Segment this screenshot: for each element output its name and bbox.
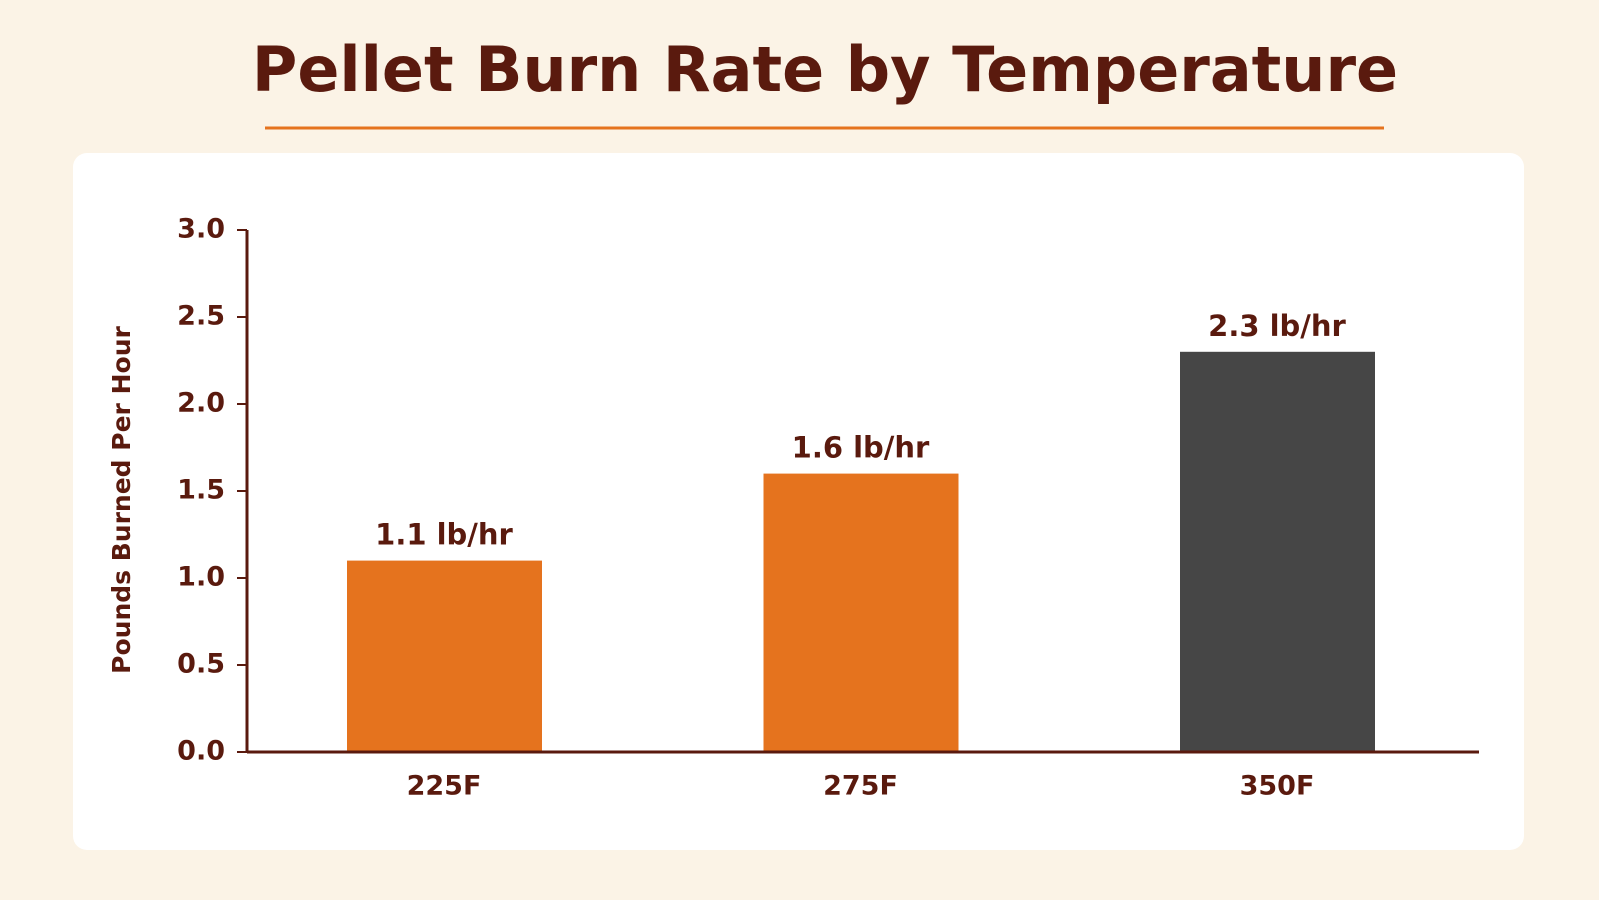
y-tick-label: 2.0 xyxy=(177,388,225,419)
y-axis-label: Pounds Burned Per Hour xyxy=(107,326,136,674)
chart-title: Pellet Burn Rate by Temperature xyxy=(252,33,1398,106)
bar xyxy=(347,560,542,752)
bar xyxy=(1180,351,1375,752)
value-label: 1.1 lb/hr xyxy=(375,518,513,552)
value-label: 1.6 lb/hr xyxy=(792,431,930,465)
x-tick-label: 225F xyxy=(407,771,482,802)
x-tick-label: 350F xyxy=(1240,771,1315,802)
y-tick-label: 3.0 xyxy=(177,214,225,245)
y-tick-label: 0.0 xyxy=(177,736,225,767)
x-tick-label: 275F xyxy=(823,771,898,802)
y-tick-label: 1.5 xyxy=(177,475,225,506)
y-tick-label: 1.0 xyxy=(177,562,225,593)
bar xyxy=(763,473,959,752)
value-label: 2.3 lb/hr xyxy=(1208,309,1346,343)
y-tick-label: 0.5 xyxy=(177,649,225,680)
y-tick-label: 2.5 xyxy=(177,301,225,332)
